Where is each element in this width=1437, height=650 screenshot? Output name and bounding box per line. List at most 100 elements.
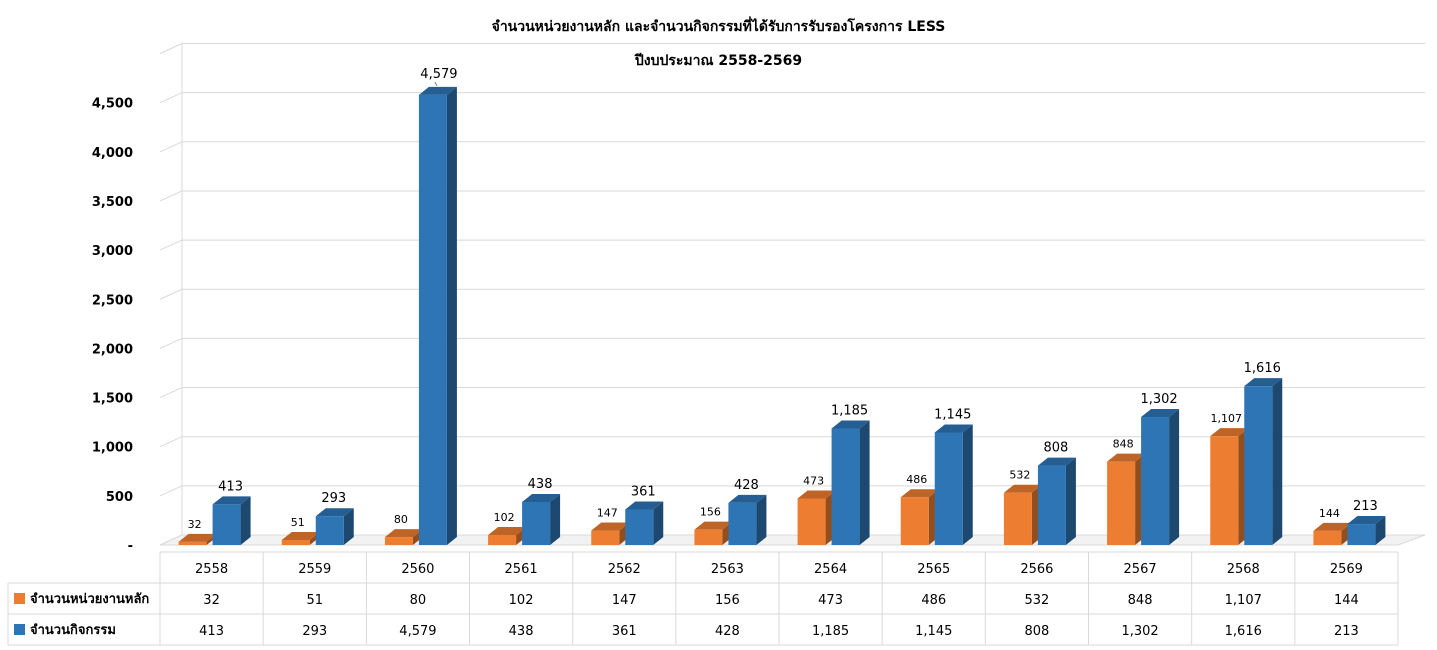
series-2-bar-top [831, 420, 870, 429]
series-1-bar [900, 497, 929, 545]
table-cell: 147 [612, 593, 637, 608]
table-cell: 1,185 [812, 624, 849, 639]
y-tick-label: 3,000 [92, 244, 133, 259]
series-1-data-label: 51 [291, 516, 305, 529]
series-1-bar [1210, 436, 1239, 545]
series-1-bar [178, 541, 207, 545]
legend-label: จำนวนกิจกรรม [30, 622, 116, 638]
series-1-bar-top [591, 522, 630, 531]
x-tick-label: 2559 [298, 562, 331, 577]
series-2-bar [522, 501, 551, 545]
series-2-bar-top [1347, 516, 1386, 525]
series-1-bar [384, 537, 413, 545]
series-2-bar-top [728, 494, 767, 503]
series-1-data-label: 1,107 [1211, 412, 1243, 425]
y-tick-label: 3,500 [92, 195, 133, 210]
series-2-data-label: 293 [321, 491, 346, 506]
y-tick-label: 2,500 [92, 293, 133, 308]
gridline-depth [159, 92, 183, 104]
legend-swatch [14, 624, 25, 635]
series-1-data-label: 32 [188, 518, 202, 531]
table-cell: 213 [1334, 624, 1359, 639]
series-1-bar-top [281, 531, 320, 540]
series-2-bar-top [418, 86, 457, 95]
table-cell: 1,145 [915, 624, 952, 639]
series-2-bar-side [756, 494, 767, 545]
x-tick-label: 2560 [401, 562, 434, 577]
legend-label: จำนวนหน่วยงานหลัก [30, 591, 149, 607]
series-2-bar-side [962, 424, 973, 545]
series-2-bar-side [1169, 409, 1180, 545]
table-cell: 361 [612, 624, 637, 639]
series-2-bar [625, 509, 654, 545]
y-tick-label: 1,500 [92, 392, 133, 407]
series-2-bar-side [1272, 378, 1283, 545]
series-1-bar-top [384, 529, 423, 538]
gridline-depth [159, 190, 183, 202]
series-2-bar-side [1065, 457, 1076, 545]
y-tick-label: 1,000 [92, 441, 133, 456]
x-tick-label: 2565 [917, 562, 950, 577]
x-tick-label: 2562 [608, 562, 641, 577]
series-1-data-label: 848 [1113, 438, 1134, 451]
table-cell: 438 [509, 624, 534, 639]
series-2-bar [728, 502, 757, 545]
series-2-bar [212, 504, 241, 545]
series-1-bar-top [1313, 522, 1352, 531]
series-1-data-label: 102 [494, 511, 515, 524]
gridline-depth [159, 485, 183, 497]
series-2-bar [1141, 417, 1170, 545]
series-2-bar-side [550, 493, 561, 545]
table-cell: 532 [1025, 593, 1050, 608]
series-1-bar [591, 530, 620, 545]
x-tick-label: 2563 [711, 562, 744, 577]
x-tick-label: 2567 [1124, 562, 1157, 577]
table-cell: 808 [1025, 624, 1050, 639]
series-2-data-label: 1,145 [934, 407, 971, 422]
series-2-data-label: 1,185 [831, 404, 868, 419]
series-1-data-label: 144 [1319, 507, 1340, 520]
series-1-bar [1003, 492, 1032, 545]
series-1-bar [281, 539, 310, 545]
series-2-data-label: 428 [734, 478, 759, 493]
y-tick-label: 2,000 [92, 342, 133, 357]
gridline-depth [159, 288, 183, 300]
series-2-data-label: 361 [631, 485, 656, 500]
table-cell: 413 [199, 624, 224, 639]
legend-swatch [14, 593, 25, 604]
table-cell: 80 [410, 593, 427, 608]
gridline-depth [159, 141, 183, 153]
series-1-data-label: 532 [1009, 469, 1030, 482]
y-tick-label: - [128, 539, 133, 554]
series-2-bar-top [315, 508, 354, 517]
chart-subtitle: ปีงบประมาณ 2558-2569 [634, 53, 803, 69]
series-1-bar-top [1107, 453, 1146, 462]
series-2-data-label: 808 [1044, 441, 1069, 456]
series-2-bar-top [1141, 409, 1180, 418]
series-2-bar-side [859, 420, 870, 545]
series-1-bar [488, 534, 517, 545]
series-2-bar-top [1244, 378, 1283, 387]
series-2-bar [1347, 524, 1376, 545]
series-1-bar-top [694, 521, 733, 530]
series-2-bar [831, 428, 860, 545]
series-1-bar [1107, 461, 1136, 545]
series-1-bar-top [178, 533, 217, 542]
series-2-bar-top [522, 493, 561, 502]
data-label-leader [434, 81, 438, 87]
table-cell: 1,107 [1225, 593, 1262, 608]
series-2-bar-side [1375, 516, 1386, 545]
table-cell: 428 [715, 624, 740, 639]
series-2-bar [1037, 465, 1066, 545]
series-1-bar-top [488, 526, 527, 535]
gridline-depth [159, 239, 183, 251]
series-2-bar [315, 516, 344, 545]
table-cell: 1,302 [1121, 624, 1158, 639]
series-2-bar-top [934, 424, 973, 433]
y-tick-label: 4,500 [92, 97, 133, 112]
table-cell: 1,616 [1225, 624, 1262, 639]
series-2-bar [934, 432, 963, 545]
x-tick-label: 2568 [1227, 562, 1260, 577]
